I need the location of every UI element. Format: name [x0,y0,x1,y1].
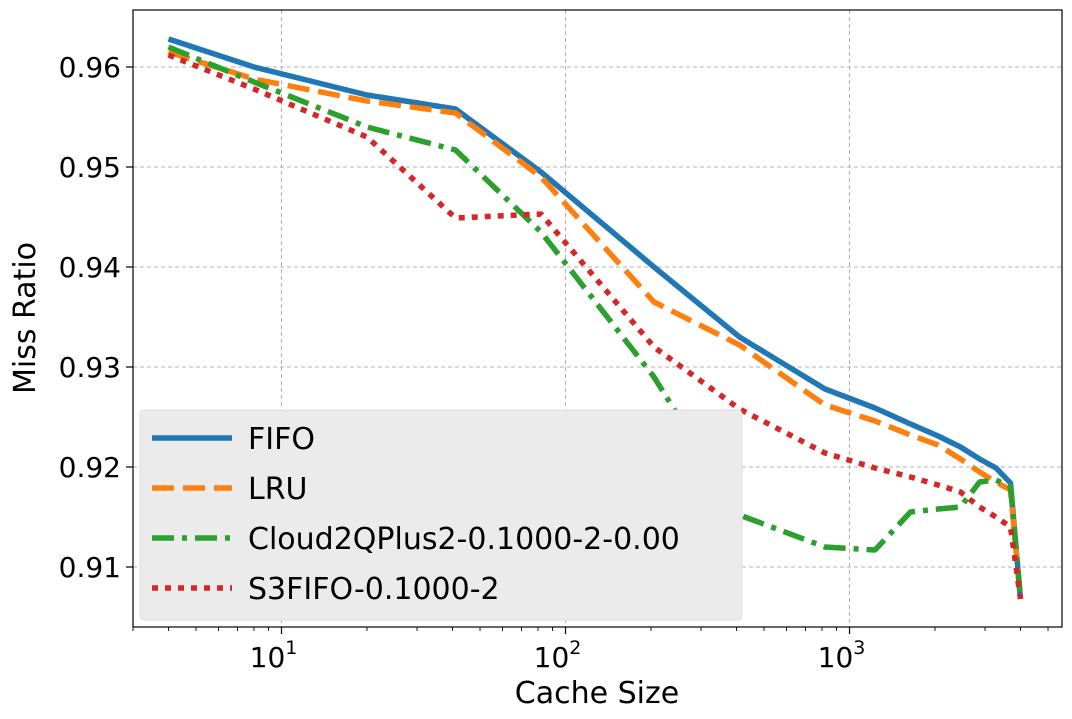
x-tick-label: 101 [250,637,298,674]
legend: FIFO LRU Cloud2QPlus2-0.1000-2-0.00 S3FIFO-… [139,409,743,621]
x-tick-label: 103 [818,637,866,674]
series-lines [167,36,1024,600]
y-tick-label: 0.92 [59,451,121,484]
legend-label-2: Cloud2QPlus2-0.1000-2-0.00 [248,522,680,557]
y-tick-label: 0.93 [59,351,121,384]
x-tick-label: 102 [534,637,582,674]
y-tick-label: 0.95 [59,151,121,184]
x-axis-label: Cache Size [515,676,679,711]
y-tick-label: 0.96 [59,51,121,84]
plot-frame [132,9,1063,628]
series-line-2 [167,44,1024,600]
legend-label-3: S3FIFO-0.1000-2 [248,572,500,607]
y-axis-label: Miss Ratio [8,242,43,394]
series-line-0 [167,36,1024,600]
legend-box [139,409,743,621]
legend-label-1: LRU [248,472,308,507]
y-tick-label: 0.91 [59,551,121,584]
series-line-1 [167,49,1024,600]
y-tick-label: 0.94 [59,251,121,284]
series-line-3 [167,52,1024,600]
axis-ticks: 0.91 0.92 0.93 0.94 0.95 0.96 101 102 103 [59,51,1049,674]
legend-label-0: FIFO [248,422,315,457]
